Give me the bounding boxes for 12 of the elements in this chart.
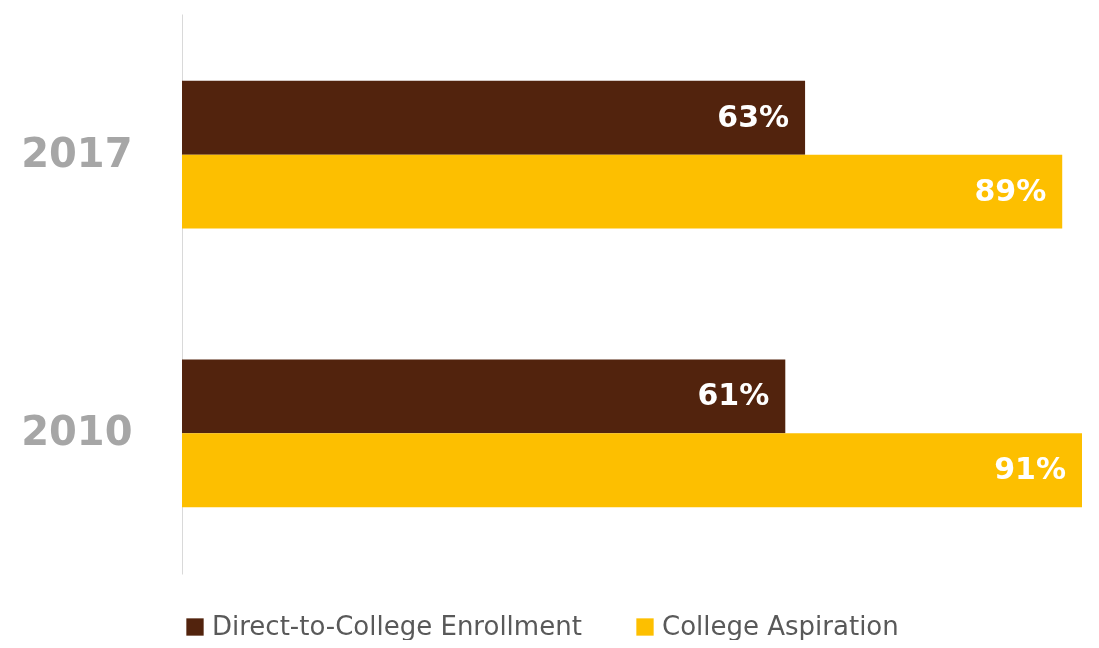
bar <box>182 154 1063 229</box>
y-tick-label: 2010 <box>21 408 133 455</box>
bar <box>182 433 1082 508</box>
data-label: 63% <box>717 98 790 134</box>
legend-label: Direct-to-College Enrollment <box>212 611 582 641</box>
data-label: 61% <box>697 377 770 413</box>
bar <box>182 359 786 434</box>
legend-label: College Aspiration <box>662 611 899 641</box>
bar <box>182 80 806 155</box>
y-tick-label: 2017 <box>21 129 133 176</box>
data-label: 91% <box>994 451 1066 487</box>
data-label: 89% <box>974 172 1047 208</box>
